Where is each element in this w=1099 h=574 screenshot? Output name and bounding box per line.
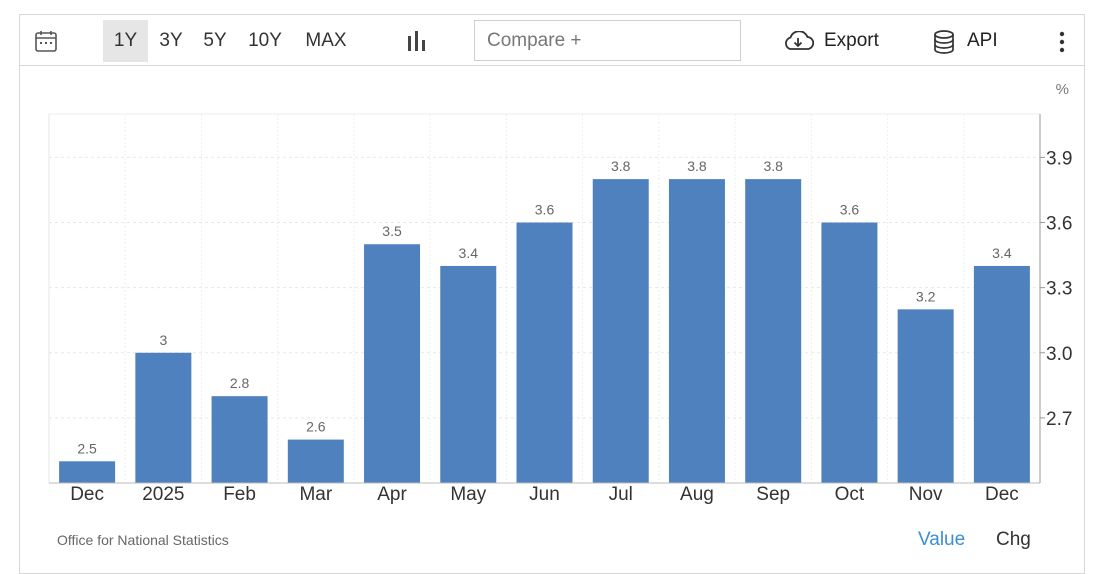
data-label: 3.8 [763, 158, 783, 174]
x-axis: Dec 2025 Feb Mar Apr May Jun Jul Aug Sep Oct Nov Dec [49, 482, 1040, 505]
y-tick-label: 3.0 [1046, 344, 1072, 365]
api-label: API [967, 30, 998, 51]
data-label: 3.8 [687, 158, 707, 174]
x-tick-label: Apr [377, 484, 407, 505]
bar [821, 222, 878, 483]
data-label: 3.8 [611, 158, 631, 174]
bar [516, 222, 573, 483]
x-tick-label: 2025 [142, 484, 184, 505]
bar [440, 265, 497, 483]
data-label: 2.5 [77, 440, 97, 456]
data-label: 3.6 [535, 202, 555, 218]
x-tick-label: Sep [756, 484, 790, 505]
data-label: 3.4 [992, 245, 1012, 261]
calendar-icon[interactable] [34, 29, 58, 53]
x-tick-label: Dec [985, 484, 1019, 505]
compare-input[interactable] [474, 20, 741, 61]
x-tick-label: Mar [299, 484, 332, 505]
x-tick-label: Jul [609, 484, 633, 505]
bar-chart-icon[interactable] [405, 29, 429, 53]
range-3y-button[interactable]: 3Y [159, 30, 183, 51]
bar [287, 439, 344, 483]
range-1y-button[interactable]: 1Y [103, 20, 148, 62]
bar [973, 265, 1030, 483]
export-label: Export [824, 30, 879, 51]
bars [59, 179, 1030, 483]
x-tick-label: Nov [909, 484, 943, 505]
data-labels: 2.5 3 2.8 2.6 3.5 3.4 3.6 3.8 3.8 3.8 3.6 3.2 3.4 [77, 158, 1011, 456]
bar [59, 461, 116, 483]
data-label: 3.5 [382, 223, 402, 239]
bar [364, 244, 421, 483]
bar [745, 179, 802, 483]
bar [135, 352, 192, 483]
x-tick-label: Feb [223, 484, 256, 505]
range-max-button[interactable]: MAX [305, 30, 347, 51]
grid-lines [48, 113, 1040, 483]
y-tick-label: 3.6 [1046, 214, 1072, 235]
bar [592, 179, 649, 483]
chg-toggle[interactable]: Chg [996, 529, 1031, 550]
bar-chart: 2.5 3 2.8 2.6 3.5 3.4 3.6 3.8 3.8 3.8 3.6 3.2 3.4 De… [48, 81, 1072, 505]
data-label: 3.6 [840, 202, 860, 218]
data-label: 3.4 [459, 245, 479, 261]
data-label: 2.6 [306, 419, 326, 435]
range-5y-button[interactable]: 5Y [203, 30, 227, 51]
y-tick-label: 3.3 [1046, 279, 1072, 300]
x-tick-label: Jun [529, 484, 560, 505]
x-tick-label: May [450, 484, 486, 505]
bar [897, 309, 954, 483]
y-axis: 2.7 3.0 3.3 3.6 3.9 [1039, 114, 1072, 483]
range-10y-button[interactable]: 10Y [248, 30, 282, 51]
data-label: 2.8 [230, 375, 250, 391]
y-axis-unit: % [1056, 81, 1069, 98]
more-options-icon[interactable] [1052, 30, 1072, 54]
data-label: 3 [159, 332, 167, 348]
source-label: Office for National Statistics [57, 532, 229, 548]
cloud-download-icon [785, 31, 814, 50]
y-tick-label: 3.9 [1046, 148, 1072, 169]
data-label: 3.2 [916, 288, 936, 304]
chart-toolbar: 1Y 3Y 5Y 10Y MAX Export API [19, 14, 1085, 66]
x-tick-label: Dec [70, 484, 104, 505]
x-tick-label: Aug [680, 484, 714, 505]
y-tick-label: 2.7 [1046, 409, 1072, 430]
value-toggle[interactable]: Value [918, 529, 966, 550]
x-tick-label: Oct [835, 484, 865, 505]
bar [668, 179, 725, 483]
database-icon [934, 30, 954, 54]
bar [211, 396, 268, 483]
